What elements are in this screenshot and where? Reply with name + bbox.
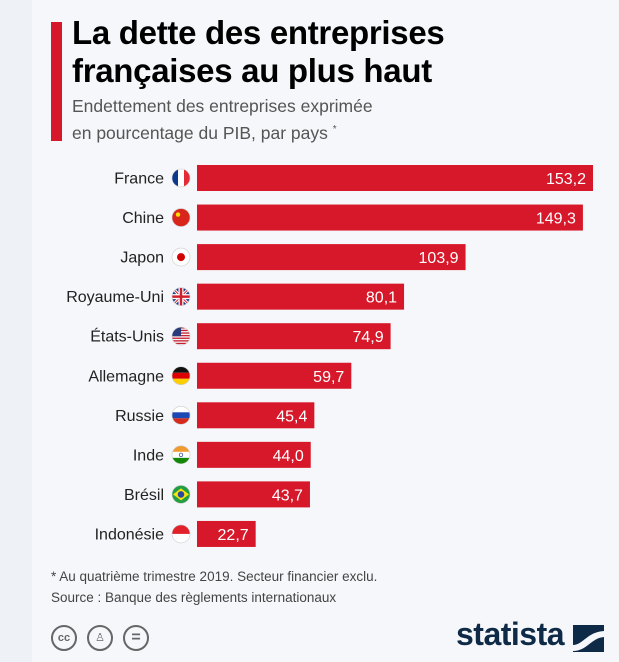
- value-label: 44,0: [273, 448, 304, 465]
- value-label: 103,9: [419, 250, 459, 267]
- value-label: 149,3: [536, 211, 576, 228]
- flag-outline: [171, 168, 191, 188]
- india-flag-icon: [172, 445, 190, 464]
- page-title: La dette des entreprises françaises au p…: [72, 14, 445, 90]
- value-label: 43,7: [272, 487, 303, 504]
- by-icon: ♙: [87, 625, 113, 651]
- category-label: France: [114, 171, 164, 188]
- bar-inde: [197, 441, 311, 468]
- value-label: 45,4: [276, 408, 307, 425]
- indonesia-flag-icon: [172, 524, 190, 543]
- statista-logo: statista: [456, 616, 565, 652]
- france-flag-icon: [172, 169, 190, 187]
- russia-flag-icon: [172, 406, 190, 425]
- bar-japon: [197, 244, 466, 271]
- title-line: françaises au plus haut: [72, 52, 432, 89]
- category-label: Indonésie: [95, 526, 164, 543]
- category-label: Inde: [133, 447, 164, 464]
- value-label: 74,9: [352, 329, 383, 346]
- footnote: * Au quatrième trimestre 2019. Secteur f…: [51, 569, 378, 584]
- bar-royaume-uni: [197, 283, 405, 310]
- cc-icon: cc: [51, 625, 77, 651]
- brazil-flag-icon: [172, 485, 190, 504]
- flag-outline: [171, 445, 191, 465]
- flag-outline: [171, 524, 191, 544]
- title-line: La dette des entreprises: [72, 14, 445, 51]
- flag-outline: [171, 485, 191, 504]
- statista-logo-mark-icon: [573, 625, 604, 652]
- value-label: 22,7: [218, 527, 249, 544]
- germany-flag-icon: [172, 366, 190, 385]
- category-label: Allemagne: [88, 368, 164, 385]
- flag-outline: [171, 405, 191, 425]
- category-label: États-Unis: [90, 327, 164, 346]
- flag-outline: [171, 287, 191, 306]
- category-label: Russie: [115, 408, 164, 425]
- category-label: Japon: [120, 250, 164, 267]
- category-label: Royaume-Uni: [66, 289, 164, 306]
- subtitle-line: en pourcentage du PIB, par pays: [72, 122, 328, 143]
- flag-outline: [171, 208, 191, 227]
- bar-russie: [197, 402, 315, 429]
- bar-indonésie: [197, 520, 256, 547]
- category-label: Brésil: [124, 487, 164, 504]
- bar-états-unis: [197, 323, 391, 350]
- bar-brésil: [197, 481, 310, 508]
- subtitle-line: Endettement des entreprises exprimée: [72, 96, 373, 116]
- nd-icon: =: [123, 625, 149, 651]
- value-label: 59,7: [313, 369, 344, 386]
- china-flag-icon: [172, 208, 190, 227]
- bar-chart: France 153,2 Chine 149,3 Japon 103,9 Royaume-U…: [66, 165, 593, 547]
- value-label: 153,2: [546, 171, 586, 188]
- usa-flag-icon: [172, 327, 190, 345]
- flag-outline: [171, 326, 191, 346]
- flag-outline: [171, 366, 191, 386]
- bar-allemagne: [197, 362, 352, 389]
- footnote-mark: *: [332, 124, 337, 135]
- uk-flag-icon: [172, 287, 190, 306]
- category-label: Chine: [122, 210, 164, 227]
- subtitle: Endettement des entreprises exprimée en …: [72, 95, 373, 145]
- japan-flag-icon: [172, 248, 190, 267]
- value-label: 80,1: [366, 290, 397, 307]
- bar-chine: [197, 204, 583, 231]
- source: Source : Banque des règlements internati…: [51, 590, 337, 605]
- flag-outline: [171, 247, 191, 267]
- title-accent-bar: [51, 22, 62, 141]
- bar-france: [197, 165, 593, 191]
